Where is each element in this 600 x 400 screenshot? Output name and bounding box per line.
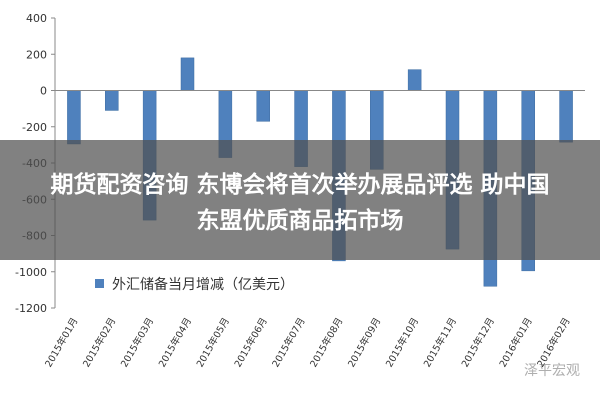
x-tick-label: 2015年09月 [345, 316, 383, 370]
bar [180, 57, 195, 91]
bar [256, 90, 270, 122]
headline-line-2: 东盟优质商品拓市场 [196, 208, 404, 234]
x-tick-label: 2015年07月 [270, 316, 308, 370]
legend-swatch [95, 279, 104, 288]
watermark-text: 泽平宏观 [524, 363, 580, 379]
x-tick-label: 2015年05月 [194, 316, 232, 370]
x-tick-label: 2015年02月 [80, 316, 118, 370]
legend: 外汇储备当月增减（亿美元） [95, 276, 294, 293]
bar [559, 90, 573, 143]
bar [67, 90, 81, 145]
headline-banner: 期货配资咨询 东博会将首次举办展品评选 助中国 东盟优质商品拓市场 [0, 140, 600, 260]
y-tick-label: -1200 [15, 302, 47, 315]
x-tick-label: 2015年04月 [156, 316, 194, 370]
y-tick-label: 200 [26, 48, 47, 61]
y-tick-label: 0 [40, 85, 47, 98]
headline-line-1: 期货配资咨询 东博会将首次举办展品评选 助中国 [50, 172, 550, 198]
x-tick-label: 2015年11月 [421, 316, 459, 370]
y-tick-label: -1000 [15, 266, 47, 279]
bar [105, 90, 119, 111]
x-tick-label: 2015年03月 [118, 316, 156, 370]
y-tick-label: -200 [22, 121, 47, 134]
x-tick-label: 2015年12月 [459, 316, 497, 370]
x-tick-label: 2015年10月 [383, 316, 421, 370]
x-tick-label: 2015年08月 [308, 316, 346, 370]
y-tick-label: 400 [26, 12, 47, 25]
bar [407, 69, 422, 91]
legend-label: 外汇储备当月增减（亿美元） [112, 276, 294, 293]
x-tick-label: 2015年01月 [43, 316, 81, 370]
x-tick-label: 2015年06月 [232, 316, 270, 370]
